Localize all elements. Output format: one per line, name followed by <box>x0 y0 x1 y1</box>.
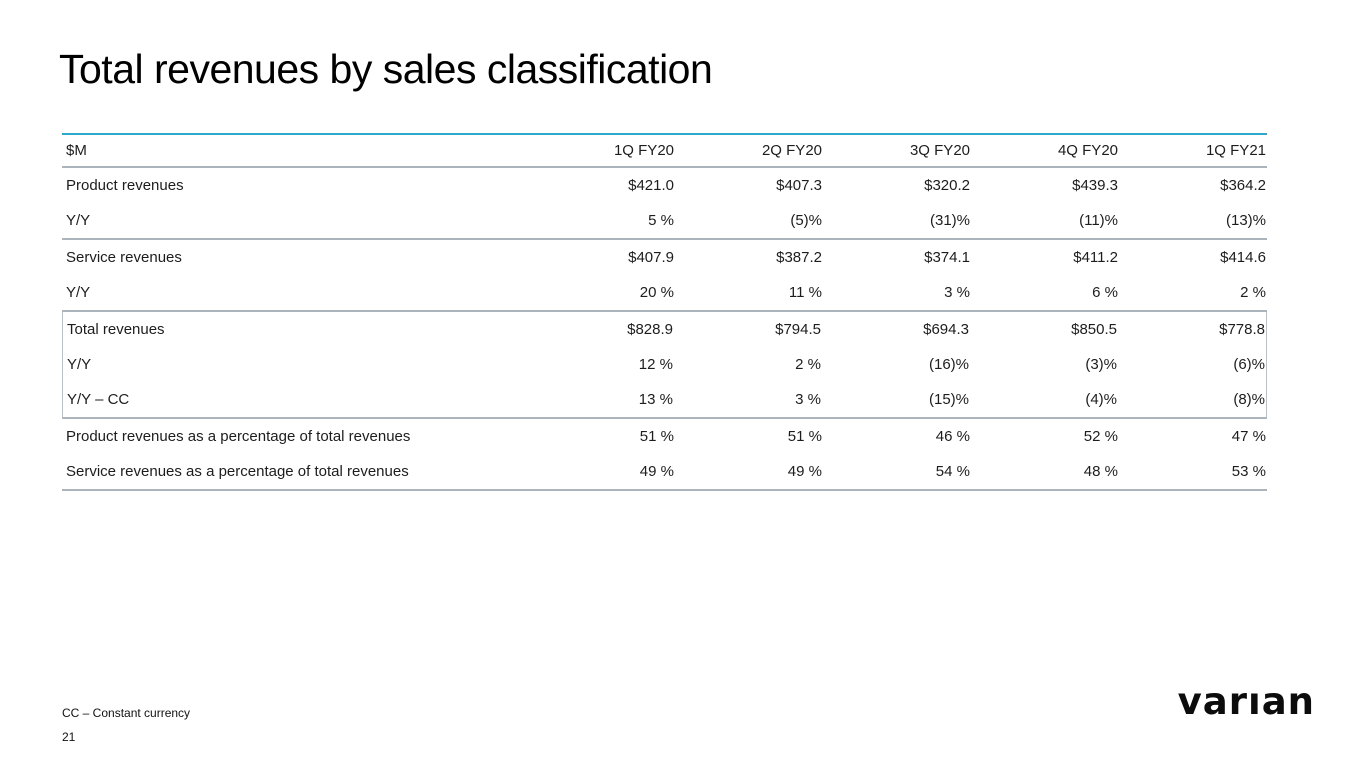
total-revenues-section: Total revenues $828.9 $794.5 $694.3 $850.5 $7… <box>62 312 1267 419</box>
value-cell: $320.2 <box>924 177 970 194</box>
value-cell: 11 % <box>788 284 822 301</box>
varian-logo: varıan <box>1177 680 1315 723</box>
row-label: Y/Y – CC <box>67 391 130 408</box>
value-cell: 3 % <box>795 391 821 408</box>
table-section: Product revenues as a percentage of tota… <box>62 419 1267 491</box>
table-section: Service revenues $407.9 $387.2 $374.1 $411.2… <box>62 240 1267 312</box>
page-title: Total revenues by sales classification <box>59 46 713 92</box>
value-cell: 47 % <box>1231 428 1266 445</box>
value-cell: 46 % <box>935 428 970 445</box>
value-cell: $364.2 <box>1220 177 1266 194</box>
row-label: Service revenues <box>66 249 182 266</box>
table-row: Product revenues as a percentage of tota… <box>62 419 1267 454</box>
value-cell: 2 % <box>795 356 821 373</box>
table-row: Y/Y 5 % (5)% (31)% (11)% (13)% <box>62 203 1267 238</box>
value-cell: $407.3 <box>776 177 822 194</box>
table-row: Y/Y – CC 13 % 3 % (15)% (4)% (8)% <box>63 382 1266 417</box>
value-cell: $439.3 <box>1072 177 1118 194</box>
value-cell: 48 % <box>1083 463 1118 480</box>
value-cell: 20 % <box>639 284 674 301</box>
value-cell: $421.0 <box>628 177 674 194</box>
value-cell: $374.1 <box>924 249 970 266</box>
table-row: Y/Y 12 % 2 % (16)% (3)% (6)% <box>63 347 1266 382</box>
row-label: Total revenues <box>67 321 165 338</box>
column-header: 2Q FY20 <box>761 142 822 159</box>
value-cell: (13)% <box>1225 212 1266 229</box>
row-label: Y/Y <box>66 212 91 229</box>
value-cell: $778.8 <box>1219 321 1265 338</box>
value-cell: 54 % <box>935 463 970 480</box>
value-cell: (4)% <box>1085 391 1117 408</box>
footnote: CC – Constant currency <box>62 706 191 720</box>
value-cell: (15)% <box>928 391 969 408</box>
column-header: 4Q FY20 <box>1057 142 1118 159</box>
value-cell: (31)% <box>929 212 970 229</box>
table-row: Total revenues $828.9 $794.5 $694.3 $850.5 $7… <box>63 312 1266 347</box>
table-section: Product revenues $421.0 $407.3 $320.2 $439.3… <box>62 168 1267 240</box>
value-cell: $411.2 <box>1073 249 1118 266</box>
table-row: Product revenues $421.0 $407.3 $320.2 $439.3… <box>62 168 1267 203</box>
row-label: Service revenues as a percentage of tota… <box>66 463 409 480</box>
column-header: 1Q FY21 <box>1205 142 1266 159</box>
value-cell: 13 % <box>638 391 673 408</box>
value-cell: (8)% <box>1233 391 1265 408</box>
value-cell: 51 % <box>787 428 822 445</box>
value-cell: $407.9 <box>628 249 674 266</box>
value-cell: 49 % <box>787 463 822 480</box>
value-cell: 12 % <box>638 356 673 373</box>
row-label: Y/Y <box>66 284 91 301</box>
table-header-row: $M 1Q FY20 2Q FY20 3Q FY20 4Q FY20 1Q FY21 <box>62 133 1267 168</box>
page-number: 21 <box>62 730 76 744</box>
value-cell: $794.5 <box>775 321 821 338</box>
table-row: Y/Y 20 % 11 % 3 % 6 % 2 % <box>62 275 1267 310</box>
value-cell: $850.5 <box>1071 321 1117 338</box>
row-label: Product revenues <box>66 177 184 194</box>
value-cell: 5 % <box>648 212 674 229</box>
value-cell: $414.6 <box>1220 249 1266 266</box>
value-cell: $387.2 <box>776 249 822 266</box>
revenue-table: $M 1Q FY20 2Q FY20 3Q FY20 4Q FY20 1Q FY21 P… <box>62 133 1267 491</box>
value-cell: (6)% <box>1233 356 1265 373</box>
value-cell: $694.3 <box>923 321 969 338</box>
value-cell: 51 % <box>639 428 674 445</box>
value-cell: 6 % <box>1092 284 1118 301</box>
unit-label: $M <box>66 142 87 159</box>
value-cell: (3)% <box>1085 356 1117 373</box>
value-cell: 2 % <box>1240 284 1266 301</box>
value-cell: 3 % <box>944 284 970 301</box>
value-cell: $828.9 <box>627 321 673 338</box>
value-cell: (5)% <box>790 212 822 229</box>
column-header: 3Q FY20 <box>909 142 970 159</box>
row-label: Y/Y <box>67 356 92 373</box>
value-cell: 49 % <box>639 463 674 480</box>
row-label: Product revenues as a percentage of tota… <box>66 428 411 445</box>
table-row: Service revenues as a percentage of tota… <box>62 454 1267 489</box>
value-cell: (16)% <box>928 356 969 373</box>
value-cell: (11)% <box>1079 212 1118 229</box>
value-cell: 53 % <box>1231 463 1266 480</box>
value-cell: 52 % <box>1083 428 1118 445</box>
column-header: 1Q FY20 <box>613 142 674 159</box>
table-row: Service revenues $407.9 $387.2 $374.1 $411.2… <box>62 240 1267 275</box>
